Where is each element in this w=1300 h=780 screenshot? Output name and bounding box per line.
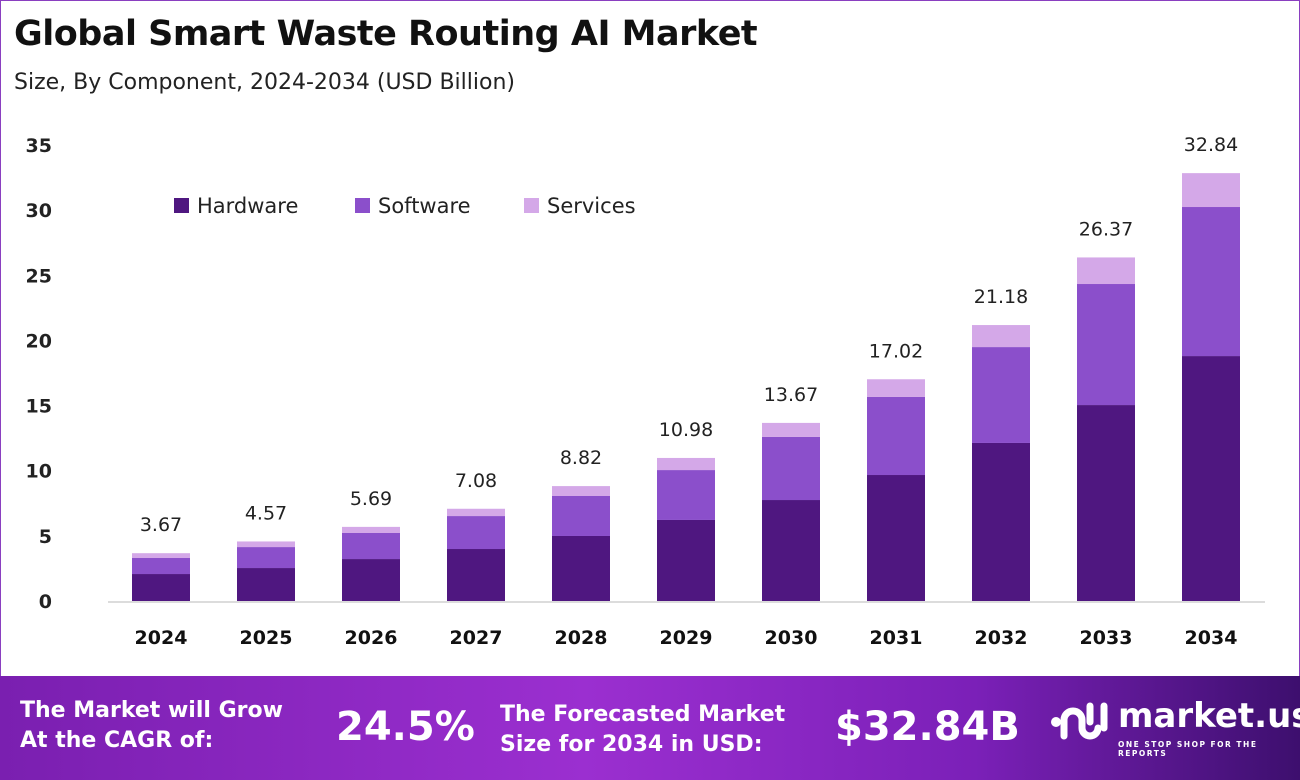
y-tick-label: 5 [39,526,52,548]
bar-services-2026 [342,526,400,533]
x-tick-label: 2032 [975,627,1028,649]
forecast-label: The Forecasted Market Size for 2034 in U… [500,702,786,757]
stacked-bar-chart: 051015202530353.6720244.5720255.6920267.… [26,134,1265,649]
total-label: 3.67 [140,514,182,536]
legend-swatch-services [524,198,539,213]
total-label: 5.69 [350,488,392,510]
total-label: 21.18 [974,286,1028,308]
cagr-value: 24.5% [336,704,475,750]
logo-name: market.us [1118,696,1300,736]
x-tick-label: 2028 [555,627,608,649]
bar-software-2028 [552,495,610,536]
bar-software-2034 [1182,207,1240,357]
y-tick-label: 15 [26,396,52,418]
bar-hardware-2028 [552,535,610,601]
bar-hardware-2024 [132,574,190,601]
total-label: 13.67 [764,384,818,406]
bar-hardware-2031 [867,475,925,601]
bar-services-2030 [762,422,820,437]
bar-software-2027 [447,516,505,550]
chart-subtitle: Size, By Component, 2024-2034 (USD Billi… [14,70,515,95]
y-tick-label: 10 [26,461,52,483]
chart-title: Global Smart Waste Routing AI Market [14,14,758,54]
total-label: 10.98 [659,419,713,441]
bar-software-2033 [1077,284,1135,406]
bar-software-2026 [342,532,400,560]
market-us-logo-icon [1051,702,1108,740]
total-label: 8.82 [560,447,602,469]
bar-hardware-2030 [762,500,820,601]
bar-hardware-2025 [237,568,295,601]
bar-hardware-2029 [657,519,715,601]
x-tick-label: 2034 [1185,627,1238,649]
legend-swatch-software [355,198,370,213]
bar-software-2025 [237,547,295,569]
x-tick-label: 2031 [870,627,923,649]
y-tick-label: 20 [26,330,52,352]
legend-swatch-hardware [174,198,189,213]
x-tick-label: 2030 [765,627,818,649]
bar-services-2028 [552,486,610,496]
forecast-value: $32.84B [835,704,1020,750]
bar-services-2033 [1077,257,1135,285]
y-tick-label: 30 [26,200,52,222]
total-label: 4.57 [245,502,287,524]
bar-hardware-2034 [1182,356,1240,601]
bar-hardware-2032 [972,442,1030,601]
legend-label: Hardware [197,194,298,218]
bar-services-2024 [132,553,190,559]
total-label: 7.08 [455,470,497,492]
x-tick-label: 2027 [450,627,503,649]
bar-services-2031 [867,379,925,397]
bar-hardware-2033 [1077,405,1135,601]
bar-services-2029 [657,457,715,471]
bar-software-2029 [657,470,715,520]
x-tick-label: 2029 [660,627,713,649]
y-tick-label: 35 [26,135,52,157]
legend-label: Services [547,194,636,218]
bar-software-2031 [867,396,925,476]
bar-services-2027 [447,508,505,517]
total-label: 26.37 [1079,218,1133,240]
y-tick-label: 0 [39,591,52,613]
x-tick-label: 2025 [240,627,293,649]
bar-software-2024 [132,558,190,575]
y-tick-label: 25 [26,265,52,287]
logo-tagline: ONE STOP SHOP FOR THE REPORTS [1118,740,1258,758]
bar-hardware-2026 [342,559,400,601]
bar-services-2034 [1182,173,1240,208]
x-tick-label: 2026 [345,627,398,649]
cagr-label: The Market will Grow At the CAGR of: [20,698,283,753]
bar-hardware-2027 [447,549,505,601]
total-label: 17.02 [869,340,923,362]
bar-software-2030 [762,436,820,501]
footer-banner: The Market will Grow At the CAGR of: 24.… [0,676,1300,780]
x-tick-label: 2024 [135,627,188,649]
bar-services-2025 [237,541,295,548]
x-tick-label: 2033 [1080,627,1133,649]
legend-label: Software [378,194,471,218]
total-label: 32.84 [1184,134,1238,156]
bar-software-2032 [972,347,1030,443]
bar-services-2032 [972,325,1030,348]
